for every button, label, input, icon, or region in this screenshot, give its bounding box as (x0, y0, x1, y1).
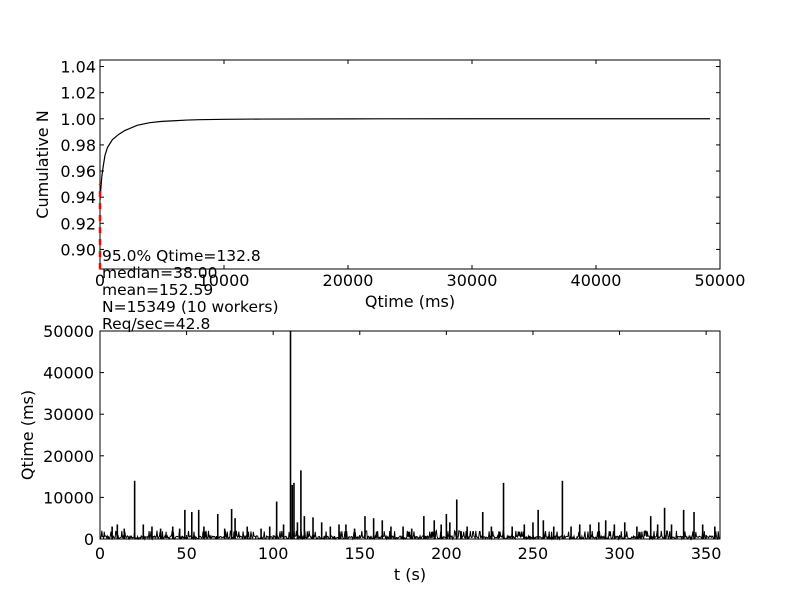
timeseries-ytick-label: 20000 (43, 447, 94, 466)
cumulative-ytick-label: 1.04 (60, 58, 96, 77)
cumulative-ytick-label: 0.92 (60, 214, 96, 233)
cumulative-xtick-label: 40000 (571, 271, 622, 290)
cumulative-xtick-label: 0 (95, 271, 105, 290)
cumulative-xlabel: Qtime (ms) (365, 292, 455, 311)
cumulative-xtick-label: 30000 (447, 271, 498, 290)
timeseries-ytick-label: 50000 (43, 322, 94, 341)
cumulative-ytick-label: 0.96 (60, 162, 96, 181)
timeseries-xtick-label: 50 (176, 544, 196, 563)
cumulative-xtick-label: 50000 (695, 271, 746, 290)
timeseries-xtick-label: 100 (258, 544, 289, 563)
stats-annotation: median=38.00 (102, 264, 217, 282)
timeseries-ytick-label: 40000 (43, 364, 94, 383)
timeseries-xtick-label: 350 (691, 544, 722, 563)
cumulative-ytick-label: 1.00 (60, 110, 96, 129)
qtime-baseline-trace (99, 529, 720, 541)
cumulative-ylabel: Cumulative N (33, 110, 52, 218)
stats-annotation: 95.0% Qtime=132.8 (102, 247, 261, 265)
timeseries-plot-frame (99, 330, 721, 540)
timeseries-xlabel: t (s) (394, 565, 426, 584)
timeseries-ytick-label: 0 (84, 530, 94, 549)
cumulative-ytick-label: 0.98 (60, 136, 96, 155)
timeseries-ylabel: Qtime (ms) (18, 390, 37, 480)
cumulative-xtick-label: 20000 (323, 271, 374, 290)
cumulative-ytick-label: 0.94 (60, 188, 96, 207)
timeseries-ytick-label: 30000 (43, 405, 94, 424)
stats-annotation: Req/sec=42.8 (102, 315, 210, 333)
timeseries-xtick-label: 200 (431, 544, 462, 563)
cumulative-curve (99, 118, 711, 200)
timeseries-xtick-label: 0 (95, 544, 105, 563)
stats-annotation: mean=152.59 (102, 281, 213, 299)
qtime-timeseries-chart: 0 50 100 150 200 250 300 350 0 10000 20000 30000 400… (18, 322, 721, 584)
timeseries-xtick-label: 250 (518, 544, 549, 563)
cumulative-ytick-label: 1.02 (60, 84, 96, 103)
cumulative-ytick-label: 0.90 (60, 240, 96, 259)
cumulative-plot-frame (99, 59, 721, 270)
timeseries-xtick-label: 150 (345, 544, 376, 563)
cumulative-xtick-label: 10000 (199, 271, 250, 290)
timeseries-ytick-label: 10000 (43, 488, 94, 507)
stats-annotation: N=15349 (10 workers) (102, 298, 279, 316)
cumulative-chart: 0 10000 20000 30000 40000 50000 0.90 0.92 0.94 0.… (33, 58, 745, 333)
timeseries-xtick-label: 300 (604, 544, 635, 563)
